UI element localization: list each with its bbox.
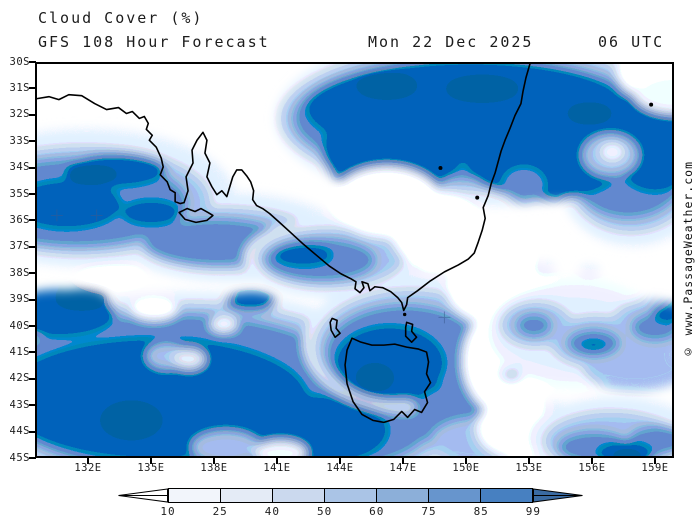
latitude-tick-mark	[29, 61, 36, 63]
legend-color-box	[220, 488, 273, 503]
longitude-tick-label: 138E	[200, 462, 228, 474]
longitude-tick-label: 156E	[578, 462, 606, 474]
legend-left-arrow-icon	[118, 488, 168, 503]
map-canvas	[37, 64, 672, 456]
longitude-tick-mark	[528, 458, 530, 464]
latitude-tick-label: 37S	[9, 240, 30, 253]
latitude-tick-mark	[29, 140, 36, 143]
latitude-tick-mark	[29, 430, 36, 433]
longitude-tick-mark	[87, 458, 89, 464]
legend-color-bar	[118, 488, 583, 503]
mainland-australia-coast	[37, 64, 531, 312]
legend-threshold-label: 99	[525, 505, 542, 518]
longitude-tick-label: 150E	[452, 462, 480, 474]
longitude-tick-label: 153E	[515, 462, 543, 474]
map-frame	[35, 62, 674, 458]
latitude-tick-label: 34S	[9, 161, 30, 174]
longitude-tick-mark	[402, 458, 404, 464]
longitude-tick-label: 141E	[263, 462, 291, 474]
latitude-tick-label: 33S	[9, 134, 30, 147]
legend-threshold-label: 40	[264, 505, 281, 518]
legend-threshold-label: 75	[421, 505, 437, 518]
latitude-tick-mark	[29, 193, 36, 195]
flinders-island-coast	[404, 321, 418, 343]
watermark: © www.PassageWeather.com	[677, 62, 699, 458]
latitude-tick-mark	[29, 377, 36, 380]
latitude-tick-label: 41S	[9, 345, 30, 358]
latitude-tick-mark	[29, 166, 36, 169]
longitude-tick-label: 132E	[74, 462, 102, 474]
king-island-coast	[329, 317, 341, 339]
latitude-tick-label: 30S	[9, 55, 30, 68]
tasmania-coast	[344, 337, 432, 424]
longitude-tick-mark	[339, 458, 341, 464]
legend-threshold-label: 85	[473, 505, 489, 518]
legend-threshold-label: 10	[160, 505, 176, 518]
longitude-tick-label: 159E	[641, 462, 669, 474]
latitude-tick-mark	[29, 457, 36, 459]
longitude-tick-mark	[150, 458, 152, 464]
latitude-tick-mark	[29, 404, 36, 407]
page-title: Cloud Cover (%)	[38, 9, 204, 27]
latitude-tick-mark	[29, 298, 36, 301]
legend-color-box	[480, 488, 533, 503]
legend-color-box	[428, 488, 481, 503]
latitude-tick-mark	[29, 87, 36, 90]
latitude-tick-label: 36S	[9, 213, 30, 226]
latitude-tick-label: 38S	[9, 266, 30, 279]
forecast-date: Mon 22 Dec 2025	[368, 33, 534, 51]
kangaroo-island-coast	[178, 207, 214, 224]
legend-threshold-label: 50	[316, 505, 333, 518]
legend-threshold-label: 60	[369, 505, 385, 518]
latitude-tick-label: 32S	[9, 108, 30, 121]
forecast-time: 06 UTC	[598, 33, 665, 51]
latitude-tick-mark	[29, 113, 36, 116]
latitude-tick-label: 44S	[9, 425, 30, 438]
latitude-tick-label: 43S	[9, 398, 30, 411]
grid-cross-markers	[50, 209, 451, 324]
longitude-tick-label: 147E	[389, 462, 417, 474]
legend-color-box	[272, 488, 325, 503]
latitude-tick-label: 40S	[9, 319, 30, 332]
latitude-tick-label: 45S	[9, 451, 30, 464]
coastline	[37, 64, 531, 424]
island-dot-markers	[402, 102, 654, 317]
latitude-tick-label: 39S	[9, 293, 30, 306]
latitude-tick-mark	[29, 351, 36, 354]
latitude-tick-label: 31S	[9, 81, 30, 94]
latitude-tick-mark	[29, 219, 36, 222]
longitude-tick-mark	[591, 458, 593, 464]
legend-right-arrow-icon	[533, 488, 583, 503]
legend-color-box	[376, 488, 429, 503]
latitude-tick-label: 42S	[9, 372, 30, 385]
longitude-tick-label: 135E	[137, 462, 165, 474]
latitude-tick-mark	[29, 272, 36, 275]
forecast-model-label: GFS 108 Hour Forecast	[38, 33, 270, 51]
legend-color-box	[168, 488, 221, 503]
latitude-tick-mark	[29, 245, 36, 248]
longitude-tick-mark	[465, 458, 467, 464]
cloud-cover-field	[37, 64, 672, 456]
longitude-tick-label: 144E	[326, 462, 354, 474]
longitude-tick-mark	[654, 458, 656, 464]
latitude-tick-label: 35S	[9, 187, 30, 200]
legend-threshold-label: 25	[212, 505, 228, 518]
longitude-tick-mark	[276, 458, 278, 464]
longitude-tick-mark	[213, 458, 215, 464]
watermark-text: © www.PassageWeather.com	[681, 161, 695, 359]
legend-color-box	[324, 488, 377, 503]
latitude-tick-mark	[29, 325, 36, 327]
